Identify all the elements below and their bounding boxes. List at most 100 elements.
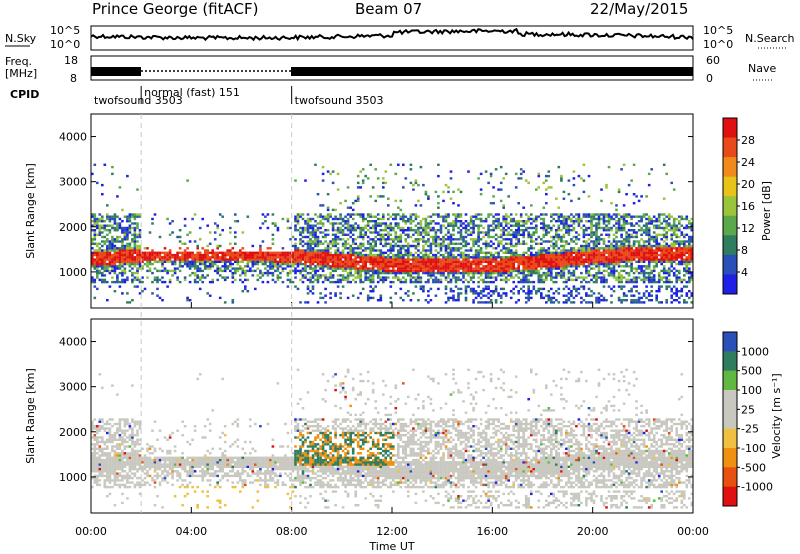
power-cell: [232, 276, 235, 278]
power-cell: [292, 263, 295, 265]
power-cell: [174, 261, 177, 263]
power-cell: [354, 256, 357, 258]
power-cell: [565, 231, 568, 233]
power-cell: [299, 240, 302, 242]
power-cell: [605, 265, 608, 267]
power-cell: [124, 270, 127, 272]
power-cell: [121, 261, 124, 263]
power-cell: [442, 261, 445, 263]
power-cell: [686, 301, 689, 303]
power-cell: [475, 252, 478, 254]
power-cell: [527, 274, 530, 276]
power-cell: [415, 247, 418, 249]
power-cell: [347, 297, 350, 299]
power-cell: [450, 263, 453, 265]
power-cell: [417, 231, 420, 233]
power-cell: [462, 261, 465, 263]
power-cell: [688, 254, 691, 256]
power-cell: [643, 252, 646, 254]
power-cell: [578, 220, 581, 222]
power-cell: [151, 272, 154, 274]
power-cell: [349, 281, 352, 283]
power-cell: [462, 263, 465, 265]
power-cell: [352, 209, 355, 211]
power-cell: [380, 236, 383, 238]
power-cell: [457, 279, 460, 281]
power-cell: [675, 227, 678, 229]
power-cell: [563, 272, 566, 274]
power-cell: [309, 265, 312, 267]
power-cell: [670, 258, 673, 260]
power-cell: [364, 265, 367, 267]
power-cell: [347, 281, 350, 283]
power-cell: [400, 256, 403, 258]
power-cell: [101, 231, 104, 233]
power-cell: [475, 272, 478, 274]
power-cell: [337, 231, 340, 233]
power-cell: [201, 218, 204, 220]
power-cell: [495, 227, 498, 229]
power-cell: [234, 258, 237, 260]
power-cell: [603, 249, 606, 251]
power-cell: [595, 258, 598, 260]
power-cell: [101, 261, 104, 263]
power-cell: [402, 216, 405, 218]
power-cell: [548, 258, 551, 260]
power-cell: [377, 258, 380, 260]
power-cell: [638, 220, 641, 222]
power-cell: [447, 191, 450, 193]
power-cell: [505, 272, 508, 274]
power-cell: [625, 281, 628, 283]
power-cell: [655, 263, 658, 265]
power-cell: [633, 225, 636, 227]
power-cell: [638, 200, 641, 202]
power-cell: [545, 188, 548, 190]
noise-tick-bottom-left: 10^0: [50, 38, 80, 51]
power-cell: [259, 261, 262, 263]
power-cell: [359, 213, 362, 215]
power-cell: [653, 258, 656, 260]
power-cell: [660, 256, 663, 258]
power-cell: [106, 238, 109, 240]
power-cell: [154, 213, 157, 215]
power-cell: [229, 270, 232, 272]
power-cell: [134, 276, 137, 278]
power-cell: [485, 220, 488, 222]
power-cell: [568, 297, 571, 299]
power-cell: [106, 254, 109, 256]
power-cell: [337, 285, 340, 287]
power-cell: [543, 207, 546, 209]
power-cell: [618, 213, 621, 215]
power-cell: [114, 267, 117, 269]
power-cell: [623, 247, 626, 249]
power-cell: [194, 274, 197, 276]
power-cell: [131, 267, 134, 269]
power-cell: [643, 249, 646, 251]
power-cell: [635, 247, 638, 249]
power-cell: [678, 245, 681, 247]
power-cell: [259, 252, 262, 254]
power-cell: [583, 285, 586, 287]
power-cell: [410, 279, 413, 281]
power-cell: [620, 270, 623, 272]
power-cell: [144, 247, 147, 249]
power-cell: [339, 258, 342, 260]
power-cell: [555, 245, 558, 247]
power-cell: [111, 238, 114, 240]
power-cell: [234, 243, 237, 245]
power-cell: [525, 227, 528, 229]
power-cell: [520, 234, 523, 236]
power-cell: [630, 216, 633, 218]
power-cell: [653, 216, 656, 218]
freq-panel: Freq. [MHz] 18 8 60 0 Nave: [5, 54, 776, 85]
power-cell: [427, 231, 430, 233]
power-cell: [312, 267, 315, 269]
power-cell: [618, 279, 621, 281]
power-cell: [640, 229, 643, 231]
power-cell: [425, 227, 428, 229]
power-cell: [427, 254, 430, 256]
power-cell: [440, 243, 443, 245]
power-cell: [395, 216, 398, 218]
power-cell: [204, 256, 207, 258]
power-cell: [244, 265, 247, 267]
